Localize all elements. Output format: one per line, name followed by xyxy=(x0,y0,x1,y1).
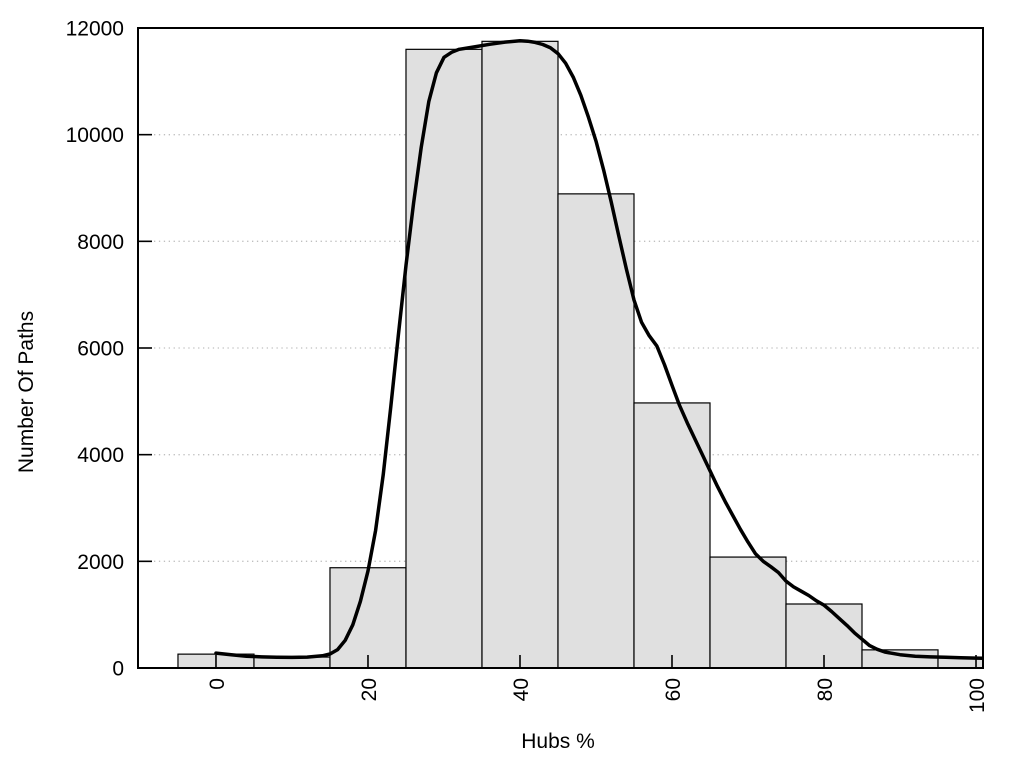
x-tick-label: 80 xyxy=(814,678,837,701)
y-tick-label: 12000 xyxy=(66,18,124,41)
histogram-bar xyxy=(481,40,559,668)
density-curve xyxy=(214,39,983,660)
histogram-bar xyxy=(557,193,635,668)
y-tick-label: 8000 xyxy=(77,231,124,254)
histogram-bar xyxy=(709,556,787,668)
histogram-bar xyxy=(861,649,939,668)
x-tick-label: 60 xyxy=(662,678,685,701)
plot-border xyxy=(137,27,984,669)
x-tick-label: 100 xyxy=(966,678,989,713)
y-tick-label: 4000 xyxy=(77,444,124,467)
x-tick-label: 0 xyxy=(206,678,229,690)
x-axis-title: Hubs % xyxy=(521,730,595,753)
y-tick-label: 6000 xyxy=(77,338,124,361)
histogram-bar xyxy=(329,567,407,668)
y-tick-label: 2000 xyxy=(77,551,124,574)
y-axis-title: Number Of Paths xyxy=(15,310,38,474)
y-tick-label: 0 xyxy=(112,658,124,681)
y-tick-label: 10000 xyxy=(66,124,124,147)
histogram-bar xyxy=(405,48,483,668)
x-tick-label: 20 xyxy=(358,678,381,701)
x-tick-label: 40 xyxy=(510,678,533,701)
